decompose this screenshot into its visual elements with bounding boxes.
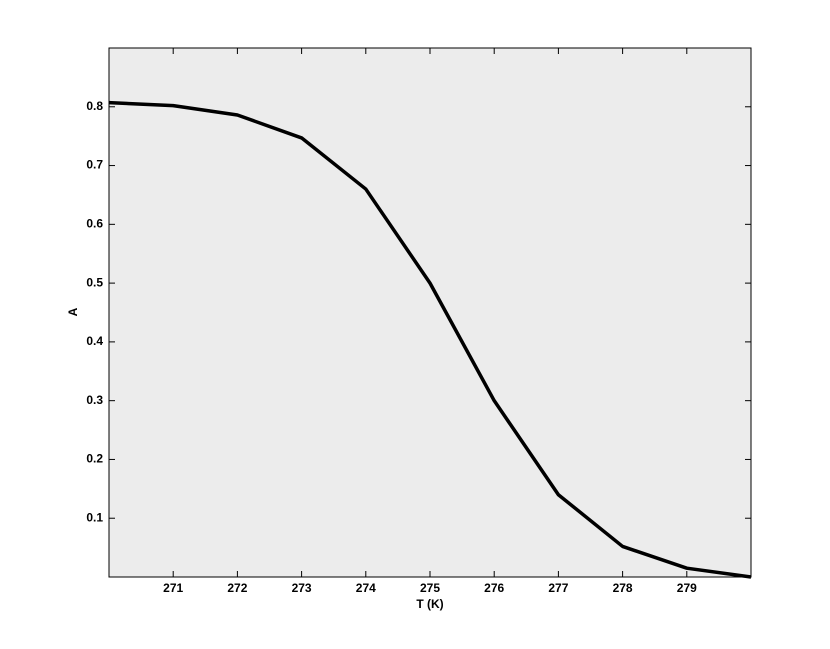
y-tick-label: 0.5 (86, 275, 103, 289)
y-tick-label: 0.6 (86, 217, 103, 231)
plot-area (109, 48, 751, 577)
x-tick-label: 273 (292, 581, 312, 595)
y-axis-label: A (66, 307, 80, 316)
x-tick-label: 279 (677, 581, 697, 595)
x-tick-label: 278 (613, 581, 633, 595)
y-tick-label: 0.7 (86, 158, 103, 172)
x-axis-label: T (K) (416, 597, 443, 611)
x-tick-label: 277 (548, 581, 568, 595)
y-tick-label: 0.1 (86, 510, 103, 524)
line (108, 100, 752, 579)
axes-frame (108, 47, 752, 578)
x-tick-label: 275 (420, 581, 440, 595)
y-tick-label: 0.4 (86, 334, 103, 348)
y-tick-label: 0.8 (86, 99, 103, 113)
x-tick-label: 276 (484, 581, 504, 595)
x-tick-label: 271 (163, 581, 183, 595)
y-tick-label: 0.2 (86, 452, 103, 466)
y-tick-label: 0.3 (86, 393, 103, 407)
x-tick-label: 272 (227, 581, 247, 595)
x-tick-label: 274 (356, 581, 376, 595)
